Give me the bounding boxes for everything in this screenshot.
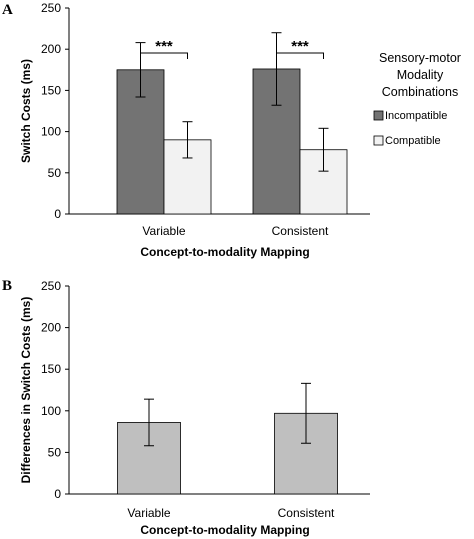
x-axis-title-b: Concept-to-modality Mapping (140, 523, 309, 537)
legend-title: Modality (397, 68, 444, 82)
legend: Sensory-motor Modality Combinations Incompa… (373, 51, 461, 147)
y-tick-label: 200 (41, 321, 61, 335)
y-tick-label: 250 (41, 279, 61, 293)
x-tick-label: Variable (142, 224, 185, 238)
significance-bracket (276, 52, 324, 59)
legend-title: Combinations (382, 85, 458, 99)
y-tick-label: 0 (54, 487, 61, 501)
legend-swatch (373, 110, 384, 121)
legend-swatch (373, 135, 384, 146)
y-axis-title-a: Switch Costs (ms) (19, 59, 33, 163)
y-tick-label: 50 (48, 166, 62, 180)
y-tick-label: 100 (41, 404, 61, 418)
significance-bracket (140, 52, 188, 59)
y-tick-label: 200 (41, 42, 61, 56)
y-tick-label: 0 (54, 207, 61, 221)
x-tick-label: Consistent (278, 506, 335, 520)
panel-letter-b: B (2, 278, 12, 294)
x-tick-label: Variable (127, 506, 170, 520)
legend-label: Compatible (385, 135, 441, 147)
significance-label: *** (155, 38, 173, 55)
chart-panel-b: 0 50 100 150 200 250 Variable Consistent Diffe… (19, 279, 370, 537)
y-tick-label: 150 (41, 83, 61, 97)
legend-label: Incompatible (385, 110, 447, 122)
y-tick-label: 100 (41, 125, 61, 139)
significance-label: *** (291, 38, 309, 55)
legend-title: Sensory-motor (379, 51, 461, 65)
x-tick-label: Consistent (272, 224, 329, 238)
bar (299, 149, 348, 215)
x-axis-title-a: Concept-to-modality Mapping (140, 245, 309, 259)
y-tick-label: 50 (48, 445, 62, 459)
y-tick-label: 150 (41, 362, 61, 376)
panel-letter-a: A (2, 2, 13, 18)
chart-panel-a: 0 50 100 150 200 250 Variable Consistent *** **… (19, 1, 461, 259)
y-axis-title-b: Differences in Switch Costs (ms) (19, 297, 33, 484)
y-tick-label: 250 (41, 1, 61, 15)
